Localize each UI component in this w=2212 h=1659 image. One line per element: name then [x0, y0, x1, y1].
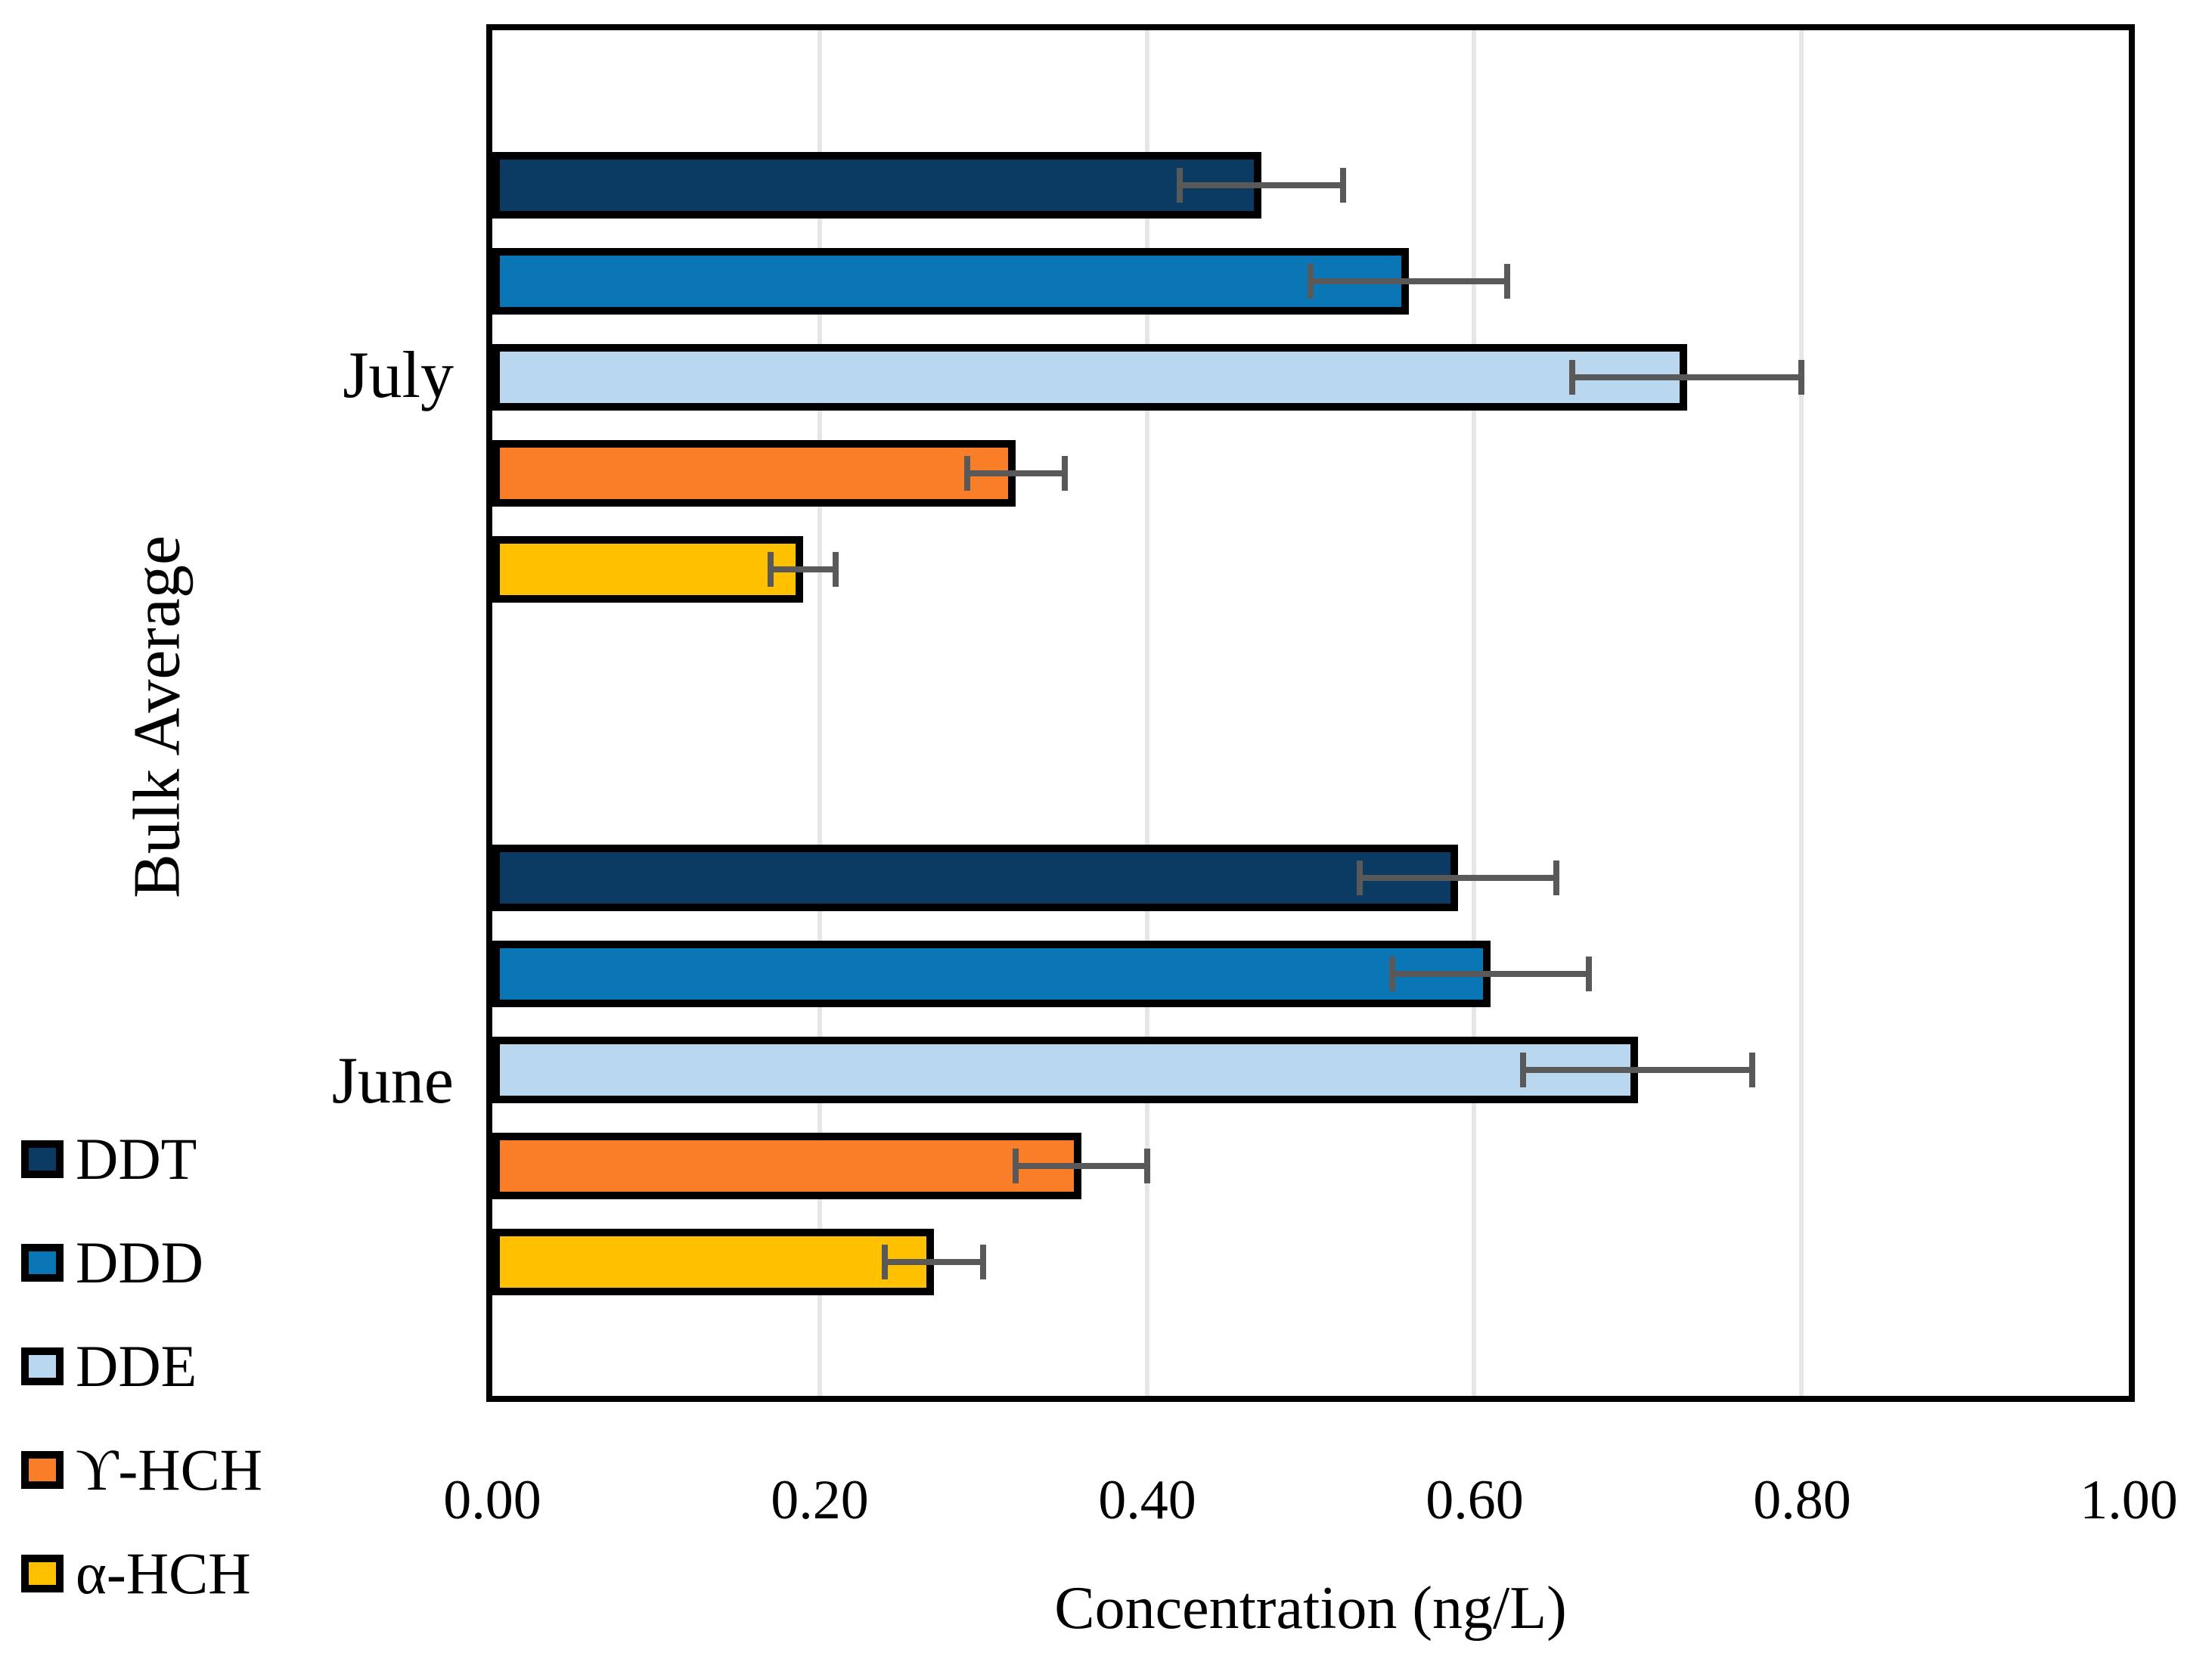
error-bar-june-DDE: [1523, 1067, 1752, 1073]
gridline-0.40: [1144, 30, 1149, 1396]
error-cap-max-june-DDE: [1749, 1053, 1755, 1087]
gridline-0.20: [817, 30, 822, 1396]
error-bar-july-DDD: [1311, 278, 1507, 284]
bar-july-DDT: [492, 152, 1261, 219]
legend-swatch-dde: [21, 1347, 64, 1385]
x-tick-0.80: 0.80: [1753, 1469, 1851, 1531]
legend-label-dde: DDE: [76, 1333, 197, 1399]
legend-swatch-alpha-hch: [21, 1555, 64, 1592]
legend-item-ddt: DDT: [21, 1126, 197, 1192]
error-bar-july-ϒ-HCH: [967, 470, 1066, 476]
error-bar-july-α-HCH: [771, 566, 836, 572]
x-tick-1.00: 1.00: [2080, 1469, 2178, 1531]
error-cap-max-july-ϒ-HCH: [1062, 456, 1068, 491]
bar-july-DDE: [492, 344, 1687, 411]
legend-item-dde: DDE: [21, 1333, 197, 1399]
error-cap-min-july-DDD: [1308, 264, 1314, 299]
error-cap-min-june-α-HCH: [882, 1245, 888, 1279]
bar-june-ϒ-HCH: [492, 1133, 1081, 1199]
error-bar-june-α-HCH: [885, 1259, 983, 1265]
legend-item-gamma-hch: ϒ-HCH: [21, 1437, 262, 1502]
legend-label-ddd: DDD: [76, 1230, 203, 1295]
error-cap-max-july-DDE: [1798, 360, 1804, 395]
error-bar-june-DDD: [1392, 971, 1589, 977]
legend-swatch-ddt: [21, 1140, 64, 1178]
legend-label-ddt: DDT: [76, 1126, 197, 1192]
x-tick-0.40: 0.40: [1098, 1469, 1196, 1531]
bar-june-α-HCH: [492, 1229, 934, 1295]
bar-july-ϒ-HCH: [492, 440, 1016, 507]
error-bar-july-DDE: [1572, 374, 1801, 380]
category-label-june: June: [331, 1044, 454, 1118]
category-label-july: July: [343, 339, 454, 412]
legend-item-ddd: DDD: [21, 1230, 203, 1295]
error-bar-june-DDT: [1360, 875, 1556, 881]
error-cap-min-july-ϒ-HCH: [964, 456, 970, 491]
gridline-0.60: [1472, 30, 1477, 1396]
x-tick-0.60: 0.60: [1426, 1469, 1524, 1531]
error-cap-max-june-ϒ-HCH: [1144, 1149, 1150, 1183]
error-bar-july-DDT: [1180, 182, 1343, 188]
error-cap-min-june-DDE: [1520, 1053, 1526, 1087]
error-cap-min-july-DDT: [1177, 168, 1183, 203]
error-cap-max-june-DDT: [1553, 861, 1559, 895]
legend-item-alpha-hch: α-HCH: [21, 1540, 251, 1606]
error-cap-min-july-DDE: [1569, 360, 1575, 395]
error-bar-june-ϒ-HCH: [1016, 1163, 1146, 1169]
legend-label-gamma-hch: ϒ-HCH: [76, 1437, 262, 1502]
error-cap-max-july-DDD: [1504, 264, 1510, 299]
legend-swatch-gamma-hch: [21, 1451, 64, 1489]
x-tick-0.00: 0.00: [443, 1469, 541, 1531]
error-cap-max-july-DDT: [1340, 168, 1346, 203]
x-axis-title: Concentration (ng/L): [1054, 1575, 1567, 1642]
bar-june-DDE: [492, 1037, 1638, 1103]
bar-june-DDT: [492, 845, 1458, 911]
bar-july-DDD: [492, 248, 1409, 315]
error-cap-min-june-DDT: [1357, 861, 1363, 895]
legend-label-alpha-hch: α-HCH: [76, 1540, 251, 1606]
error-cap-min-june-ϒ-HCH: [1013, 1149, 1019, 1183]
gridline-0.80: [1799, 30, 1804, 1396]
error-cap-min-june-DDD: [1389, 957, 1395, 991]
plot-area: [486, 24, 2135, 1402]
bar-july-α-HCH: [492, 536, 803, 603]
error-cap-max-june-α-HCH: [980, 1245, 986, 1279]
error-cap-max-july-α-HCH: [833, 552, 839, 587]
x-tick-0.20: 0.20: [771, 1469, 869, 1531]
error-cap-min-july-α-HCH: [768, 552, 774, 587]
error-cap-max-june-DDD: [1586, 957, 1592, 991]
legend-swatch-ddd: [21, 1244, 64, 1282]
bar-june-DDD: [492, 941, 1491, 1007]
y-axis-title: Bulk Average: [120, 535, 194, 898]
